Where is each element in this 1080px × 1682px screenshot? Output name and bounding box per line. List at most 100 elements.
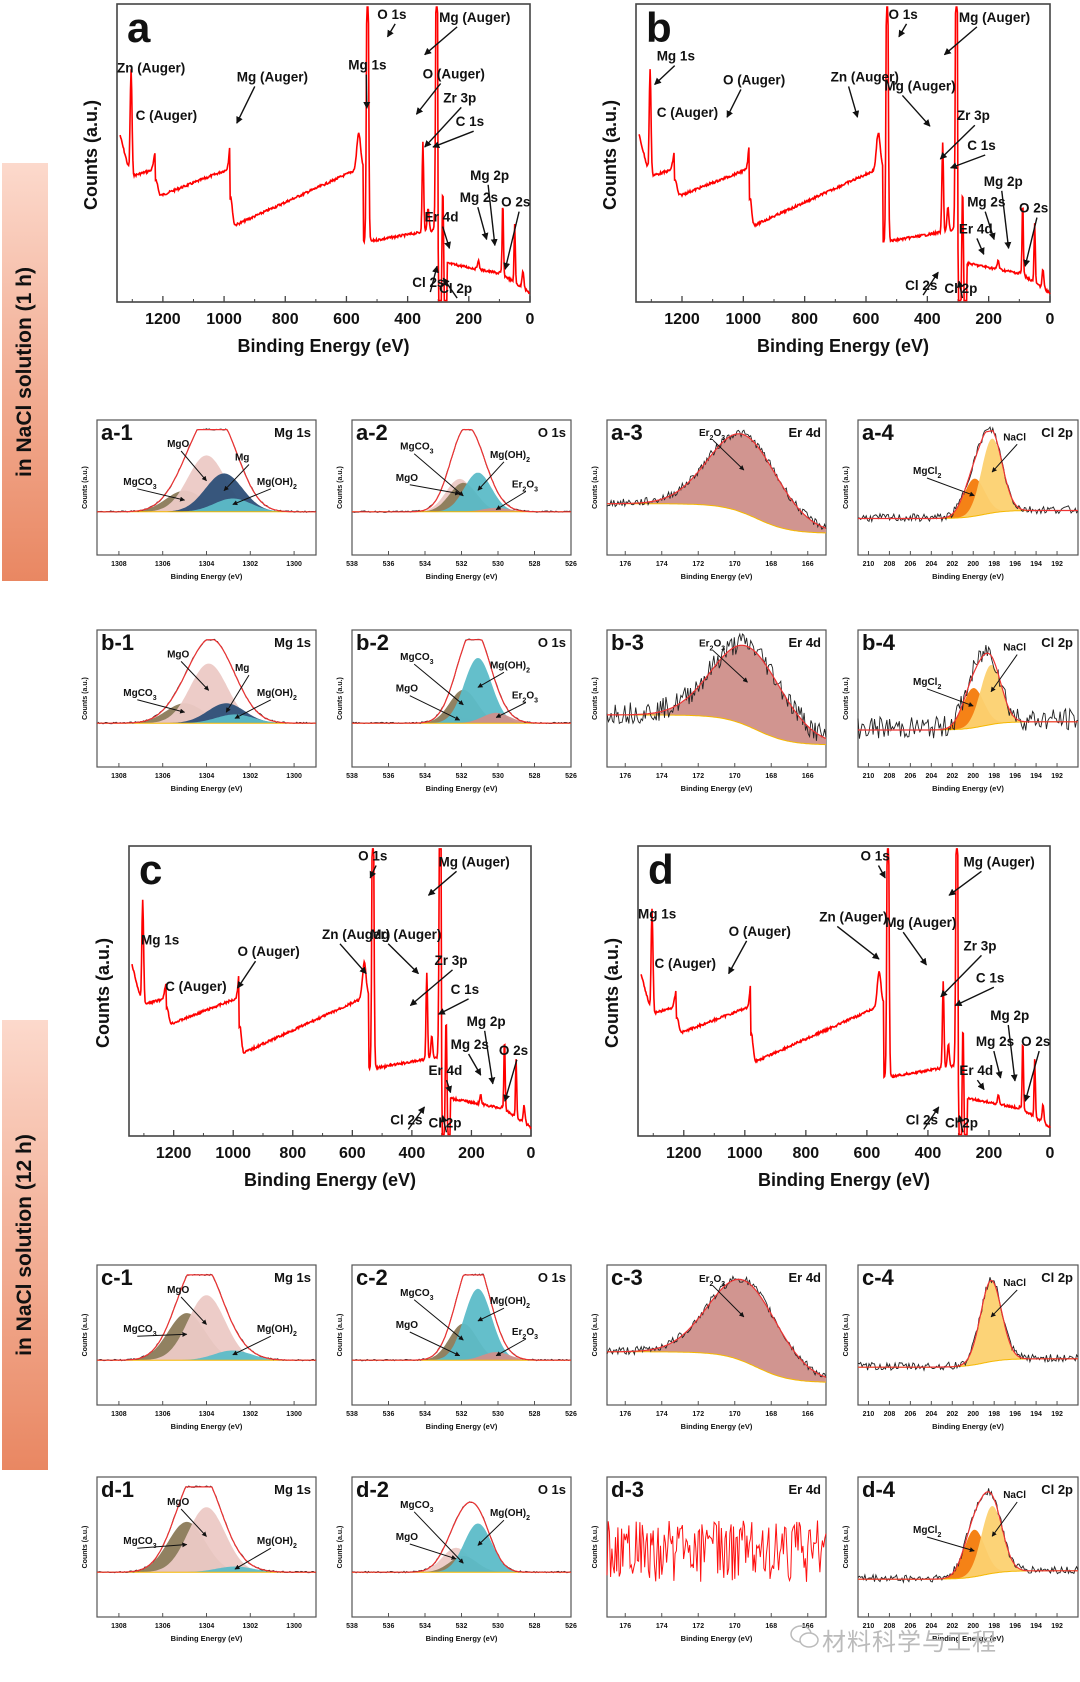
peak-label: Mg 2p <box>467 1014 506 1029</box>
sidebar-label-1h: in NaCl solution (1 h) <box>2 163 48 581</box>
x-tick-label: 538 <box>346 1411 358 1418</box>
survey-spectrum-line <box>638 6 1051 302</box>
component-mgoh2 <box>352 658 571 724</box>
x-tick-label: 202 <box>946 561 958 568</box>
hr-panel-b-2: 538 536 534 532 530 528 526 Binding Energy (eV)… <box>337 629 577 793</box>
component-label: MgCO3 <box>400 1288 433 1302</box>
peak-arrow <box>483 1030 496 1085</box>
hr-panel-d-2: 538 536 534 532 530 528 526 Binding Energy (eV)… <box>337 1476 577 1643</box>
region-label: O 1s <box>538 1482 566 1497</box>
peak-label: O 2s <box>1021 1034 1050 1049</box>
survey-panel-a: 1200 1000 800 600 400 200 0 Binding Energy (eV)… <box>81 3 535 356</box>
peak-arrow <box>424 26 458 56</box>
x-tick-label: 166 <box>802 773 814 780</box>
x-tick-label: 168 <box>765 1411 777 1418</box>
y-axis-label: Counts (a.u.) <box>337 1526 344 1569</box>
x-tick-label: 1306 <box>155 561 171 568</box>
x-tick-label: 174 <box>656 1411 668 1418</box>
peak-label: Zn (Auger) <box>819 909 887 924</box>
peak-label: C (Auger) <box>136 108 198 123</box>
x-tick-label: 1306 <box>155 1623 171 1630</box>
peak-label: C 1s <box>451 982 480 997</box>
component-arrow <box>990 1289 1018 1318</box>
hr-panel-b-3: 176 174 172 170 168 166 Binding Energy (eV) Cou… <box>592 629 827 793</box>
x-tick-label: 210 <box>863 773 875 780</box>
region-label: Cl 2p <box>1041 635 1073 650</box>
y-axis-label: Counts (a.u.) <box>337 1314 344 1357</box>
peak-arrow <box>477 206 489 241</box>
component-label: Er2O3 <box>699 638 725 652</box>
component-label: NaCl <box>1003 1490 1026 1501</box>
component-mgo <box>97 1507 316 1573</box>
component-label: Mg <box>235 663 249 674</box>
panel-label: d-2 <box>356 1477 389 1502</box>
component-label: Mg(OH)2 <box>257 1324 297 1338</box>
peak-label: O 2s <box>1019 201 1048 216</box>
x-tick-label: 172 <box>692 1623 704 1630</box>
x-tick-label: 204 <box>925 1411 937 1418</box>
x-tick-label: 176 <box>619 1623 631 1630</box>
region-label: O 1s <box>538 1270 566 1285</box>
component-label: Mg(OH)2 <box>257 477 297 491</box>
component-mgoh2 <box>97 714 316 724</box>
component-arrow <box>137 1542 188 1549</box>
component-mgoh2 <box>352 472 571 512</box>
x-tick-label: 400 <box>399 1145 426 1162</box>
x-tick-label: 526 <box>565 1411 577 1418</box>
peak-arrow <box>442 277 458 299</box>
peak-arrow <box>877 865 886 879</box>
x-tick-label: 0 <box>1046 1145 1055 1162</box>
x-tick-label: 532 <box>456 773 468 780</box>
component-arrow <box>137 488 186 502</box>
x-axis-label: Binding Energy (eV) <box>171 1422 243 1431</box>
fit-envelope-line <box>607 1278 827 1378</box>
component-arrow <box>926 477 975 497</box>
peak-arrow <box>949 154 986 169</box>
peak-label: O 1s <box>889 7 918 22</box>
hr-panel-a-2: 538 536 534 532 530 528 526 Binding Energy (eV)… <box>337 419 577 581</box>
component-arrow <box>926 1536 975 1553</box>
x-tick-label: 1200 <box>666 1145 702 1162</box>
fit-envelope-line <box>352 1501 571 1573</box>
component-mg <box>97 473 316 512</box>
peak-label: C (Auger) <box>654 956 716 971</box>
component-label: MgCO3 <box>400 652 433 666</box>
component-label: Mg(OH)2 <box>490 660 530 674</box>
component-mgoh2 <box>352 1288 571 1361</box>
component-label: NaCl <box>1003 643 1026 654</box>
panel-label: d-4 <box>862 1477 896 1502</box>
x-tick-label: 168 <box>765 561 777 568</box>
component-label: NaCl <box>1003 1278 1026 1289</box>
x-tick-label: 194 <box>1030 561 1042 568</box>
peak-arrow <box>1001 190 1012 250</box>
x-tick-label: 198 <box>988 561 1000 568</box>
peak-label: Cl 2s <box>412 275 444 290</box>
x-tick-label: 534 <box>419 1623 431 1630</box>
component-label: MgCO3 <box>123 477 156 491</box>
hr-panel-a-4: 210 208 206 204 202 200 198 196 194 192 Binding En… <box>843 419 1079 581</box>
component-arrow <box>495 1338 527 1357</box>
x-tick-label: 192 <box>1051 1411 1063 1418</box>
x-tick-label: 194 <box>1030 1623 1042 1630</box>
x-tick-label: 168 <box>765 1623 777 1630</box>
component-arrow <box>477 1519 505 1546</box>
x-tick-label: 202 <box>946 1411 958 1418</box>
x-axis-label: Binding Energy (eV) <box>681 784 753 793</box>
panel-label: c-3 <box>611 1265 643 1290</box>
x-tick-label: 1302 <box>243 1411 259 1418</box>
x-tick-label: 600 <box>339 1145 366 1162</box>
x-tick-label: 200 <box>967 773 979 780</box>
component-label: MgCO3 <box>123 1324 156 1338</box>
peak-label: Cl 2s <box>905 278 937 293</box>
peak-label: Mg 1s <box>348 58 386 73</box>
x-tick-label: 204 <box>925 561 937 568</box>
component-arrow <box>409 1331 461 1357</box>
component-label: Mg(OH)2 <box>490 1296 530 1310</box>
component-label: Mg(OH)2 <box>257 1536 297 1550</box>
x-tick-label: 206 <box>905 773 917 780</box>
peak-arrow <box>503 1059 518 1102</box>
peak-label: O 1s <box>377 7 406 22</box>
peak-label: Zr 3p <box>963 938 996 953</box>
component-label: Er2O3 <box>699 428 725 442</box>
x-tick-label: 0 <box>527 1145 536 1162</box>
